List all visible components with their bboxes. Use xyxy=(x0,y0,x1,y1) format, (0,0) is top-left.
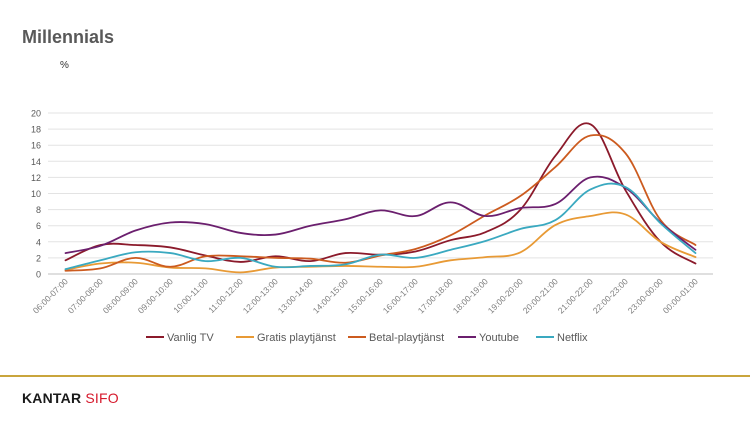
x-tick-label: 20:00-21:00 xyxy=(521,276,560,315)
footer-divider xyxy=(0,375,750,377)
y-tick-label: 10 xyxy=(31,189,41,199)
x-axis-ticks: 06:00-07:0007:00-08:0008:00-09:0009:00-1… xyxy=(31,276,700,315)
x-tick-label: 08:00-09:00 xyxy=(101,276,140,315)
x-tick-label: 00:00-01:00 xyxy=(661,276,700,315)
x-tick-label: 19:00-20:00 xyxy=(486,276,525,315)
legend-label: Gratis playtjänst xyxy=(257,332,336,344)
x-tick-label: 15:00-16:00 xyxy=(346,276,385,315)
x-tick-label: 07:00-08:00 xyxy=(66,276,105,315)
y-tick-label: 8 xyxy=(36,205,41,215)
x-tick-label: 18:00-19:00 xyxy=(451,276,490,315)
legend: Vanlig TV Gratis playtjänst Betal-playtjän… xyxy=(146,332,588,344)
legend-label: Vanlig TV xyxy=(167,332,214,344)
x-tick-label: 13:00-14:00 xyxy=(276,276,315,315)
legend-label: Betal-playtjänst xyxy=(369,332,444,344)
series-line-3 xyxy=(64,134,697,272)
y-tick-label: 12 xyxy=(31,173,41,183)
line-chart: 0 2 4 6 8 10 12 14 16 18 20 06:00-07:0007:00-08:00… xyxy=(31,109,713,344)
x-tick-label: 09:00-10:00 xyxy=(136,276,175,315)
y-tick-label: 0 xyxy=(36,270,41,280)
x-tick-label: 12:00-13:00 xyxy=(241,276,280,315)
y-tick-label: 6 xyxy=(36,221,41,231)
logo-kantar-text: KANTAR xyxy=(22,390,82,406)
y-axis-unit-label: % xyxy=(60,60,69,71)
x-tick-label: 22:00-23:00 xyxy=(591,276,630,315)
logo-sifo-text: SIFO xyxy=(81,390,119,406)
x-tick-label: 10:00-11:00 xyxy=(171,276,210,315)
grid-lines xyxy=(48,112,713,275)
x-tick-label: 14:00-15:00 xyxy=(311,276,350,315)
y-tick-label: 2 xyxy=(36,253,41,263)
series-line-5 xyxy=(64,182,697,271)
series-lines xyxy=(64,122,697,274)
legend-label: Netflix xyxy=(557,332,588,344)
x-tick-label: 23:00-00:00 xyxy=(626,276,665,315)
legend-item: Gratis playtjänst xyxy=(236,332,336,344)
legend-item: Betal-playtjänst xyxy=(348,332,444,344)
y-tick-label: 4 xyxy=(36,237,41,247)
x-tick-label: 17:00-18:00 xyxy=(416,276,455,315)
chart-title: Millennials xyxy=(22,27,115,47)
series-line-2 xyxy=(64,211,697,274)
series-line-4 xyxy=(64,175,697,254)
x-tick-label: 06:00-07:00 xyxy=(31,276,70,315)
x-tick-label: 11:00-12:00 xyxy=(206,276,245,315)
x-tick-label: 21:00-22:00 xyxy=(556,276,595,315)
legend-item: Vanlig TV xyxy=(146,332,214,344)
y-axis-ticks: 0 2 4 6 8 10 12 14 16 18 20 xyxy=(31,109,41,280)
legend-label: Youtube xyxy=(479,332,519,344)
y-tick-label: 20 xyxy=(31,109,41,119)
x-tick-label: 16:00-17:00 xyxy=(381,276,420,315)
legend-item: Netflix xyxy=(536,332,588,344)
legend-item: Youtube xyxy=(458,332,519,344)
y-tick-label: 14 xyxy=(31,157,41,167)
y-tick-label: 16 xyxy=(31,141,41,151)
kantar-sifo-logo: KANTAR SIFO xyxy=(22,390,119,406)
y-tick-label: 18 xyxy=(31,125,41,135)
